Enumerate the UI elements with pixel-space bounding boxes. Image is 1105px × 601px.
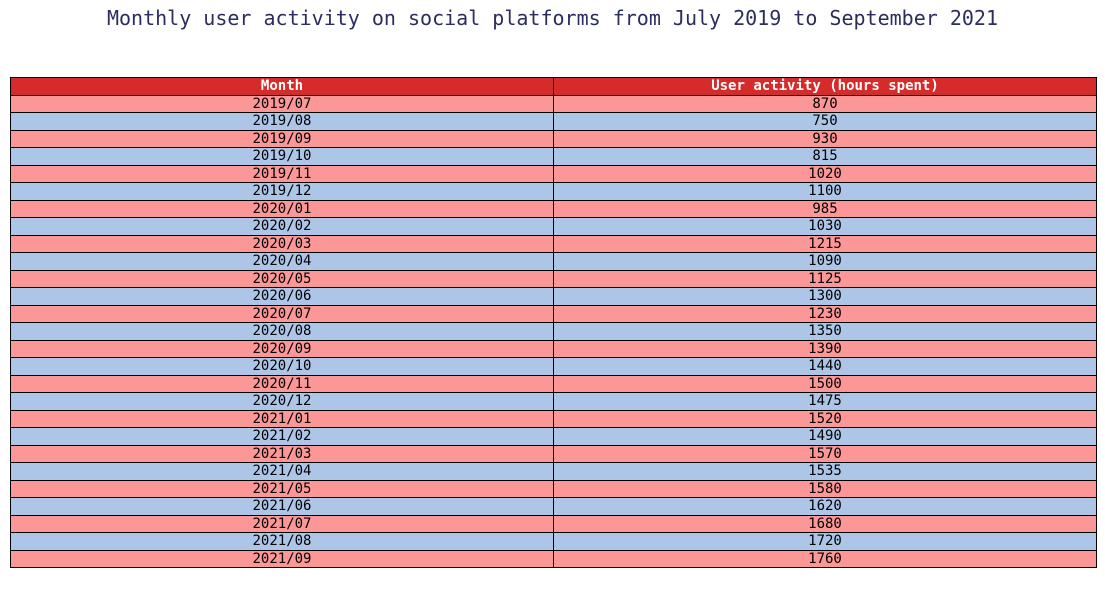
cell-month: 2021/07 xyxy=(10,514,554,533)
cell-month: 2020/02 xyxy=(10,217,554,236)
cell-activity: 1020 xyxy=(553,164,1097,183)
cell-month: 2020/03 xyxy=(10,234,554,253)
table-row: 2020/08 1350 xyxy=(10,322,1097,341)
cell-activity: 1760 xyxy=(553,549,1097,568)
cell-month: 2019/10 xyxy=(10,147,554,166)
cell-month: 2021/05 xyxy=(10,479,554,498)
cell-month: 2021/09 xyxy=(10,549,554,568)
data-table: Month User activity (hours spent) 2019/0… xyxy=(10,77,1097,568)
cell-month: 2020/10 xyxy=(10,357,554,376)
cell-month: 2021/02 xyxy=(10,427,554,446)
table-row: 2021/06 1620 xyxy=(10,497,1097,516)
cell-month: 2019/08 xyxy=(10,112,554,131)
table-row: 2019/07 870 xyxy=(10,94,1097,113)
table-row: 2019/09 930 xyxy=(10,129,1097,148)
table-row: 2020/11 1500 xyxy=(10,374,1097,393)
cell-activity: 1580 xyxy=(553,479,1097,498)
cell-month: 2020/08 xyxy=(10,322,554,341)
column-header-month: Month xyxy=(10,77,554,96)
table-row: 2021/01 1520 xyxy=(10,409,1097,428)
cell-month: 2020/06 xyxy=(10,287,554,306)
cell-activity: 930 xyxy=(553,129,1097,148)
table-row: 2020/04 1090 xyxy=(10,252,1097,271)
cell-month: 2020/09 xyxy=(10,339,554,358)
cell-month: 2020/04 xyxy=(10,252,554,271)
cell-activity: 1680 xyxy=(553,514,1097,533)
table-body: 2019/07 870 2019/08 750 2019/09 930 2019/10 815… xyxy=(10,94,1097,568)
cell-activity: 1030 xyxy=(553,217,1097,236)
table-row: 2019/12 1100 xyxy=(10,182,1097,201)
table-row: 2019/10 815 xyxy=(10,147,1097,166)
table-row: 2019/11 1020 xyxy=(10,164,1097,183)
cell-activity: 985 xyxy=(553,199,1097,218)
table-row: 2020/01 985 xyxy=(10,199,1097,218)
cell-activity: 1215 xyxy=(553,234,1097,253)
header-row: Month User activity (hours spent) xyxy=(10,77,1097,96)
cell-activity: 1490 xyxy=(553,427,1097,446)
cell-activity: 1230 xyxy=(553,304,1097,323)
table-row: 2020/02 1030 xyxy=(10,217,1097,236)
cell-month: 2021/08 xyxy=(10,532,554,551)
table-row: 2019/08 750 xyxy=(10,112,1097,131)
table-row: 2021/08 1720 xyxy=(10,532,1097,551)
cell-activity: 1350 xyxy=(553,322,1097,341)
table-row: 2021/04 1535 xyxy=(10,462,1097,481)
cell-activity: 1520 xyxy=(553,409,1097,428)
cell-activity: 1090 xyxy=(553,252,1097,271)
table-row: 2021/02 1490 xyxy=(10,427,1097,446)
table-row: 2020/07 1230 xyxy=(10,304,1097,323)
table-row: 2021/07 1680 xyxy=(10,514,1097,533)
cell-activity: 1720 xyxy=(553,532,1097,551)
cell-activity: 1390 xyxy=(553,339,1097,358)
table-row: 2020/10 1440 xyxy=(10,357,1097,376)
cell-activity: 1100 xyxy=(553,182,1097,201)
cell-month: 2021/01 xyxy=(10,409,554,428)
table-row: 2020/09 1390 xyxy=(10,339,1097,358)
cell-month: 2021/04 xyxy=(10,462,554,481)
cell-activity: 1440 xyxy=(553,357,1097,376)
table-row: 2020/05 1125 xyxy=(10,269,1097,288)
cell-month: 2020/05 xyxy=(10,269,554,288)
table-row: 2020/12 1475 xyxy=(10,392,1097,411)
cell-month: 2020/07 xyxy=(10,304,554,323)
cell-activity: 870 xyxy=(553,94,1097,113)
cell-month: 2020/11 xyxy=(10,374,554,393)
cell-month: 2019/07 xyxy=(10,94,554,113)
cell-activity: 815 xyxy=(553,147,1097,166)
table-row: 2021/03 1570 xyxy=(10,444,1097,463)
cell-activity: 1500 xyxy=(553,374,1097,393)
chart-title: Monthly user activity on social platform… xyxy=(106,6,999,30)
cell-activity: 1535 xyxy=(553,462,1097,481)
cell-activity: 1570 xyxy=(553,444,1097,463)
cell-month: 2019/09 xyxy=(10,129,554,148)
cell-activity: 1300 xyxy=(553,287,1097,306)
table-row: 2021/05 1580 xyxy=(10,479,1097,498)
column-header-activity: User activity (hours spent) xyxy=(553,77,1097,96)
table-row: 2021/09 1760 xyxy=(10,549,1097,568)
cell-month: 2020/12 xyxy=(10,392,554,411)
cell-month: 2021/03 xyxy=(10,444,554,463)
cell-month: 2020/01 xyxy=(10,199,554,218)
cell-activity: 1125 xyxy=(553,269,1097,288)
cell-activity: 750 xyxy=(553,112,1097,131)
cell-month: 2019/12 xyxy=(10,182,554,201)
cell-month: 2021/06 xyxy=(10,497,554,516)
table-row: 2020/03 1215 xyxy=(10,234,1097,253)
cell-activity: 1620 xyxy=(553,497,1097,516)
table-row: 2020/06 1300 xyxy=(10,287,1097,306)
cell-activity: 1475 xyxy=(553,392,1097,411)
cell-month: 2019/11 xyxy=(10,164,554,183)
